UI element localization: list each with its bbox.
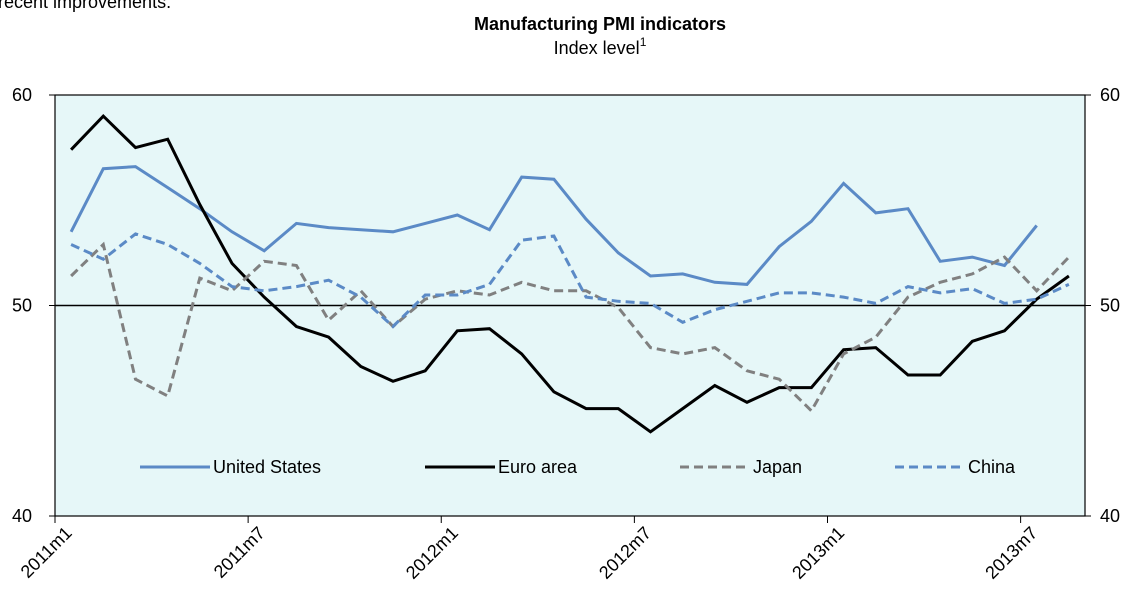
- series-line: [70, 113, 1070, 434]
- y2-tick-label: 50: [1100, 296, 1120, 316]
- subtitle-text: Index level: [554, 38, 640, 58]
- x-tick-label: 2012m7: [595, 523, 655, 583]
- legend-label: Euro area: [498, 457, 578, 477]
- series-line: [69, 165, 1038, 286]
- series-line: [70, 241, 1070, 414]
- x-tick-label: 2013m7: [981, 523, 1041, 583]
- y2-tick-label: 40: [1100, 506, 1120, 526]
- chart-title: Manufacturing PMI indicators: [474, 14, 726, 34]
- legend-label: Japan: [753, 457, 802, 477]
- x-tick-label: 2011m7: [210, 523, 269, 582]
- x-tick-label: 2011m1: [17, 523, 76, 582]
- legend-label: China: [968, 457, 1016, 477]
- legend-label: United States: [213, 457, 321, 477]
- x-tick-label: 2013m1: [788, 523, 848, 583]
- y-tick-label: 60: [12, 85, 32, 105]
- y-tick-label: 40: [12, 506, 32, 526]
- header-text: recent improvements.: [0, 0, 171, 12]
- x-tick-label: 2012m1: [402, 523, 462, 583]
- subtitle-note: 1: [640, 35, 647, 49]
- y-tick-label: 50: [12, 296, 32, 316]
- y2-tick-label: 60: [1100, 85, 1120, 105]
- chart-subtitle: Index level1: [554, 35, 647, 58]
